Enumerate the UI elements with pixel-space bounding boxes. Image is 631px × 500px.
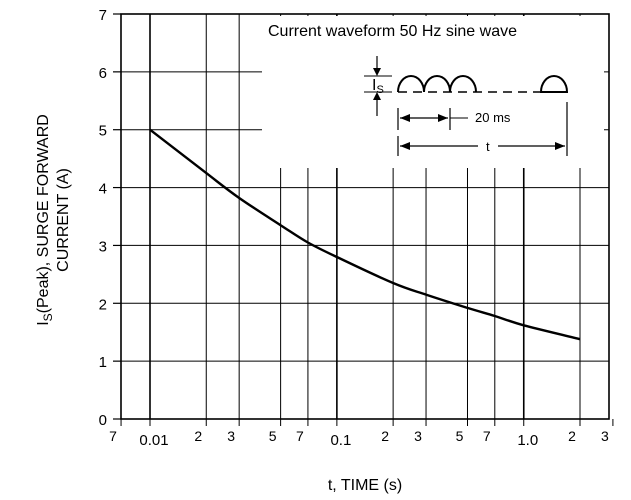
x-axis-title: t, TIME (s) <box>328 477 402 494</box>
x-tick-label: 5 <box>456 428 464 444</box>
axis-ticks: 0 1 2 3 4 5 6 7 7 0.01 2 3 5 7 0.1 2 3 5 7 1.0 2 3 <box>99 7 614 449</box>
inset-duration-label: t <box>486 139 490 154</box>
x-tick-label: 3 <box>601 428 609 444</box>
inset-title: Current waveform 50 Hz sine wave <box>268 23 517 40</box>
x-tick-label: 1.0 <box>517 432 538 449</box>
y-axis-title-line1: IS(Peak), SURGE FORWARD <box>35 114 55 326</box>
x-tick-label: 3 <box>414 428 422 444</box>
inset-duration-arrowhead-left <box>400 142 410 150</box>
x-tick-label: 0.01 <box>139 432 168 449</box>
inset-sine-humps <box>397 75 477 93</box>
y-tick-label: 6 <box>99 65 107 82</box>
inset-duration-arrowhead-right <box>555 142 565 150</box>
inset-period-arrowhead-left <box>400 114 410 122</box>
y-tick-label: 7 <box>99 7 107 24</box>
x-tick-label: 2 <box>194 428 202 444</box>
inset-period-arrowhead-right <box>438 114 448 122</box>
x-tick-label: 7 <box>483 428 491 444</box>
y-tick-label: 5 <box>99 123 107 140</box>
x-tick-label: 2 <box>568 428 576 444</box>
y-axis-title-line2: CURRENT (A) <box>55 168 72 272</box>
series-layer <box>149 128 581 341</box>
surge-current-curve <box>149 128 581 341</box>
y-tick-label: 1 <box>99 354 107 371</box>
y-tick-label: 0 <box>99 412 107 429</box>
y-tick-label: 4 <box>99 181 107 198</box>
x-tick-label: 0.1 <box>330 432 351 449</box>
x-tick-label: 7 <box>109 428 117 444</box>
inset-period-label: 20 ms <box>475 110 511 125</box>
inset-peak-arrowhead-bottom <box>373 92 381 100</box>
x-tick-label: 3 <box>227 428 235 444</box>
inset-peak-arrowhead-top <box>373 68 381 76</box>
inset-last-hump <box>539 75 569 93</box>
x-tick-label: 2 <box>381 428 389 444</box>
x-tick-label: 5 <box>269 428 277 444</box>
y-tick-label: 3 <box>99 238 107 255</box>
x-tick-label: 7 <box>296 428 304 444</box>
waveform-inset: Current waveform 50 Hz sine wave IS 20 m… <box>262 16 604 168</box>
inset-peak-label: IS <box>372 77 384 96</box>
y-tick-label: 2 <box>99 296 107 313</box>
plot-frame <box>120 13 610 420</box>
